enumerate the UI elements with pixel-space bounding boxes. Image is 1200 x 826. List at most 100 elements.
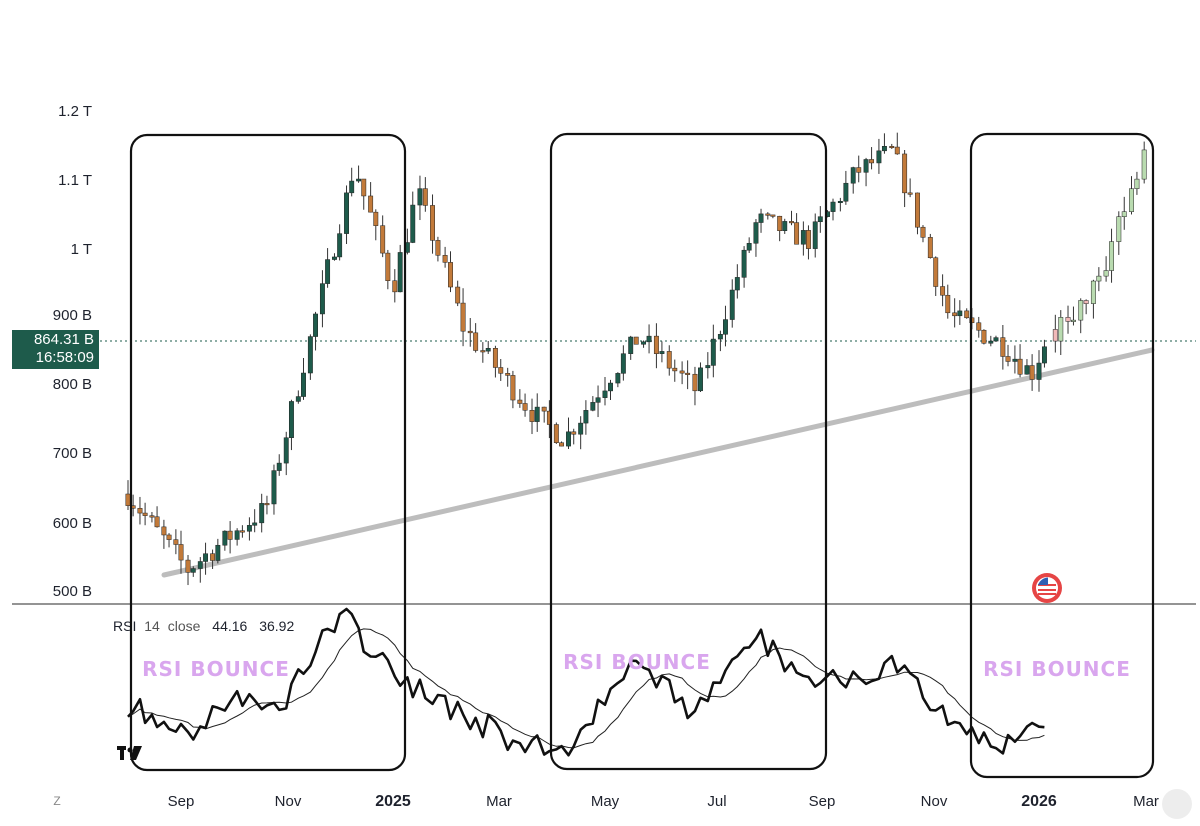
candle bbox=[430, 205, 435, 241]
rsi-ma-value: 36.92 bbox=[259, 618, 294, 634]
candle bbox=[203, 553, 209, 562]
candle bbox=[361, 178, 367, 197]
projection-candle bbox=[1058, 317, 1064, 342]
projection-candle bbox=[1116, 216, 1122, 242]
x-tick-label: 2026 bbox=[1021, 793, 1057, 810]
candle bbox=[190, 568, 196, 573]
rsi-source: close bbox=[168, 618, 201, 634]
candle bbox=[210, 553, 216, 561]
candle bbox=[794, 222, 800, 245]
candle bbox=[927, 237, 933, 259]
candle bbox=[276, 462, 282, 471]
projection-candle bbox=[1065, 317, 1071, 322]
settings-button[interactable] bbox=[1162, 789, 1192, 819]
candle bbox=[246, 525, 252, 532]
candle bbox=[583, 410, 589, 424]
candle bbox=[1000, 337, 1006, 357]
candle bbox=[392, 280, 398, 293]
candle bbox=[988, 340, 994, 344]
candle bbox=[154, 516, 160, 528]
y-tick-label: 600 B bbox=[53, 515, 92, 532]
candle bbox=[729, 289, 735, 320]
candle bbox=[777, 215, 783, 231]
candle bbox=[227, 530, 233, 540]
candle bbox=[1029, 365, 1035, 380]
candle bbox=[505, 373, 511, 376]
x-tick-label: May bbox=[591, 793, 620, 810]
y-tick-label: 700 B bbox=[53, 445, 92, 462]
candle bbox=[734, 277, 740, 291]
candle bbox=[981, 329, 987, 344]
current-price-value: 864.31 B bbox=[33, 331, 94, 348]
candle bbox=[628, 336, 634, 354]
candle bbox=[417, 188, 423, 206]
y-tick-label: 1.1 T bbox=[58, 172, 92, 189]
candle bbox=[455, 286, 461, 304]
candle bbox=[448, 262, 453, 288]
rsi-header: RSI 14 close 44.16 36.92 bbox=[113, 618, 294, 634]
candle bbox=[173, 539, 179, 545]
candle bbox=[125, 493, 131, 506]
candle bbox=[337, 233, 343, 258]
candle bbox=[166, 534, 172, 540]
highlight-box-3 bbox=[969, 132, 1155, 779]
candle bbox=[782, 221, 788, 231]
candle bbox=[553, 424, 559, 443]
candle bbox=[271, 470, 277, 505]
candle bbox=[307, 336, 313, 374]
candle bbox=[964, 310, 970, 319]
x-tick-label: Mar bbox=[486, 793, 512, 810]
candle bbox=[753, 222, 759, 244]
candle bbox=[534, 406, 540, 422]
x-tick-label: Nov bbox=[921, 793, 948, 810]
candle bbox=[161, 526, 167, 536]
highlight-box-1 bbox=[129, 133, 407, 772]
candle bbox=[933, 257, 939, 287]
tradingview-logo bbox=[117, 746, 142, 760]
candle bbox=[1017, 358, 1023, 375]
rsi-bounce-label: RSI BOUNCE bbox=[563, 650, 711, 674]
candle bbox=[869, 159, 875, 164]
candle bbox=[590, 402, 596, 411]
candle bbox=[952, 312, 958, 317]
current-price-tag: 864.31 B 16:58:09 bbox=[12, 330, 99, 369]
z-button[interactable]: Z bbox=[53, 794, 61, 808]
candle bbox=[1041, 346, 1047, 364]
projection-candle bbox=[1141, 149, 1147, 180]
candle bbox=[578, 422, 584, 435]
candle bbox=[295, 396, 301, 402]
candle bbox=[252, 522, 258, 526]
projection-series bbox=[1052, 141, 1147, 356]
candle bbox=[178, 544, 184, 561]
candle bbox=[902, 153, 908, 194]
candle bbox=[529, 410, 535, 422]
candle bbox=[283, 437, 289, 464]
candle bbox=[264, 503, 270, 506]
candle bbox=[325, 259, 331, 284]
candle bbox=[692, 373, 698, 392]
candle bbox=[770, 214, 776, 217]
projection-candle bbox=[1121, 211, 1127, 217]
candle bbox=[344, 192, 349, 234]
candle bbox=[373, 211, 379, 226]
x-tick-label: Jul bbox=[707, 793, 726, 810]
candle bbox=[685, 372, 691, 375]
candle bbox=[332, 256, 337, 260]
y-tick-label: 1 T bbox=[71, 241, 92, 258]
candle bbox=[385, 252, 391, 281]
projection-candle bbox=[1083, 300, 1089, 304]
candle bbox=[843, 182, 849, 202]
candle bbox=[976, 322, 982, 331]
candle bbox=[498, 367, 504, 374]
candle bbox=[945, 294, 951, 314]
x-tick-label: Nov bbox=[275, 793, 302, 810]
rsi-line bbox=[127, 607, 1045, 757]
us-flag-icon[interactable] bbox=[1032, 573, 1062, 603]
y-tick-label: 500 B bbox=[53, 583, 92, 600]
candle bbox=[881, 146, 887, 152]
candle bbox=[215, 544, 221, 561]
projection-candle bbox=[1090, 280, 1096, 304]
candle bbox=[863, 159, 869, 173]
candle bbox=[907, 192, 913, 195]
candle bbox=[837, 201, 843, 204]
